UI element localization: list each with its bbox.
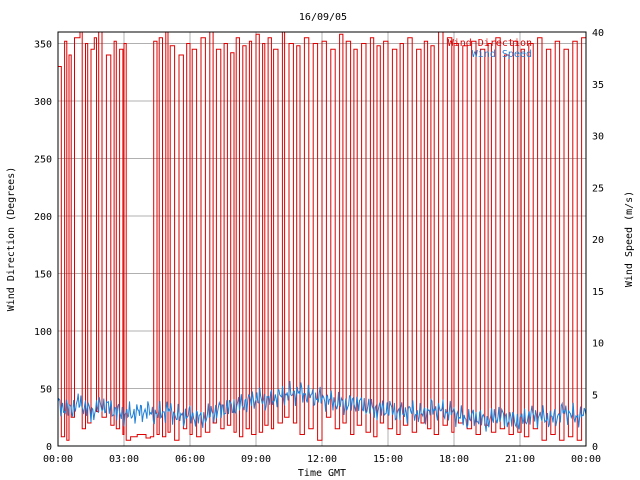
y-right-axis-label: Wind Speed (m/s)	[624, 191, 635, 287]
x-tick-label: 18:00	[439, 454, 469, 465]
y-right-tick-label: 5	[592, 390, 598, 401]
y-left-tick-label: 200	[34, 212, 52, 223]
legend-wind-direction: Wind Direction	[448, 38, 532, 49]
wind-speed-line	[57, 380, 587, 432]
y-right-tick-label: 10	[592, 339, 604, 350]
chart-title: 16/09/05	[299, 12, 347, 23]
x-tick-label: 00:00	[43, 454, 73, 465]
y-right-tick-label: 0	[592, 442, 598, 453]
x-axis-label: Time GMT	[298, 468, 346, 479]
y-left-tick-label: 50	[40, 385, 52, 396]
y-left-ticks: 0 50 100 150 200 250 300 350	[34, 40, 52, 454]
y-right-tick-label: 40	[592, 28, 604, 39]
y-left-tick-label: 0	[46, 442, 52, 453]
x-tick-label: 12:00	[307, 454, 337, 465]
x-tick-label: 15:00	[373, 454, 403, 465]
x-tick-label: 21:00	[505, 454, 535, 465]
y-left-tick-label: 250	[34, 155, 52, 166]
y-left-tick-label: 300	[34, 97, 52, 108]
y-left-tick-label: 150	[34, 270, 52, 281]
legend: Wind Direction Wind Speed	[448, 38, 532, 60]
y-left-axis-label: Wind Direction (Degrees)	[6, 167, 17, 312]
y-right-tick-label: 15	[592, 287, 604, 298]
x-tick-label: 06:00	[175, 454, 205, 465]
y-left-tick-label: 350	[34, 40, 52, 51]
y-right-tick-label: 30	[592, 132, 604, 143]
x-tick-label: 03:00	[109, 454, 139, 465]
y-left-tick-label: 100	[34, 327, 52, 338]
y-right-tick-label: 35	[592, 80, 604, 91]
y-right-ticks: 0 5 10 15 20 25 30 35 40	[592, 28, 604, 453]
plot-frame	[57, 31, 587, 447]
y-right-tick-label: 20	[592, 235, 604, 246]
y-right-tick-label: 25	[592, 183, 604, 194]
x-tick-label: 00:00	[571, 454, 601, 465]
wind-speed-series	[57, 380, 587, 432]
x-tick-label: 09:00	[241, 454, 271, 465]
legend-wind-speed: Wind Speed	[472, 49, 532, 60]
x-ticks: 00:00 03:00 06:00 09:00 12:00 15:00 18:00 21:00…	[43, 454, 601, 465]
